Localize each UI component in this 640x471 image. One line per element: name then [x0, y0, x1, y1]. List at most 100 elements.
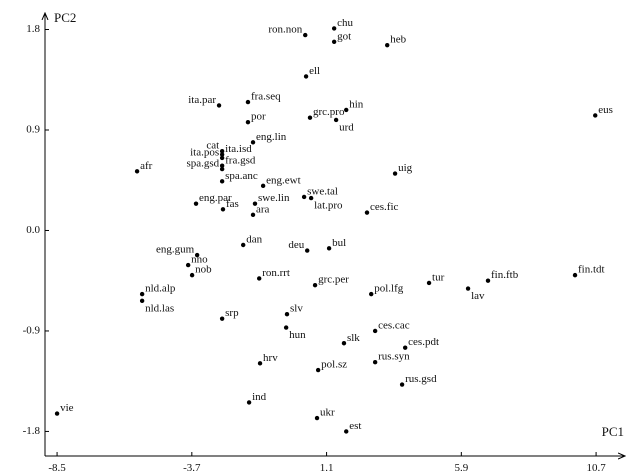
- point-label: ron.rrt: [262, 267, 290, 279]
- point: [185, 262, 191, 268]
- point: [193, 201, 199, 206]
- point: [219, 166, 225, 172]
- point: [312, 282, 318, 288]
- point: [303, 32, 308, 38]
- point: [250, 140, 256, 145]
- point-label: swe.lin: [258, 192, 290, 204]
- y-tick-label: 0.0: [26, 224, 40, 236]
- point-label: hin: [349, 98, 364, 110]
- point: [139, 298, 145, 304]
- point-label: ita.pos: [190, 146, 219, 158]
- point-label: bul: [332, 237, 346, 249]
- point-label: lat.pro: [314, 200, 343, 212]
- point-label: vie: [60, 402, 74, 414]
- point-label: lav: [471, 290, 485, 302]
- x-tick-label: 1.1: [320, 462, 334, 471]
- point-label: nld.las: [145, 302, 174, 314]
- point-label: ell: [309, 65, 320, 77]
- point: [399, 382, 405, 387]
- x-axis-label: PC1: [602, 424, 624, 439]
- point-label: srp: [225, 307, 239, 319]
- point: [465, 286, 471, 291]
- point-label: swe.tal: [307, 186, 338, 198]
- point-label: pol.lfg: [374, 283, 404, 295]
- point-label: got: [337, 30, 351, 42]
- point: [219, 155, 225, 161]
- point-label: ron.non: [268, 24, 302, 36]
- point-label: tur: [432, 271, 445, 283]
- point: [485, 278, 491, 283]
- point-label: ita.par: [188, 94, 216, 106]
- point: [134, 169, 140, 174]
- point: [303, 74, 309, 79]
- point: [392, 171, 398, 176]
- point-label: cat: [206, 140, 219, 152]
- point: [257, 276, 262, 281]
- point: [344, 429, 349, 434]
- point-label: nob: [195, 264, 212, 276]
- point: [139, 291, 145, 297]
- point-label: fra.gsd: [225, 154, 256, 166]
- point: [219, 316, 225, 321]
- x-tick-label: 5.9: [454, 462, 468, 471]
- point-label: ara: [256, 203, 270, 215]
- point: [257, 361, 263, 366]
- point-label: ukr: [320, 407, 335, 419]
- point: [283, 325, 289, 330]
- point: [314, 415, 320, 421]
- point: [216, 103, 222, 108]
- point: [307, 115, 313, 120]
- point-label: eng.lin: [256, 131, 287, 143]
- point: [315, 367, 321, 373]
- point-label: urd: [339, 121, 354, 133]
- point: [284, 312, 290, 317]
- point-label: ind: [252, 391, 267, 403]
- point: [250, 212, 256, 218]
- point: [219, 163, 225, 168]
- point-label: ita.isd: [225, 143, 252, 155]
- point-label: fra.seq: [251, 91, 281, 103]
- point: [385, 42, 390, 48]
- point: [246, 400, 252, 405]
- point-label: spa.anc: [225, 170, 258, 182]
- y-tick-label: -1.8: [23, 425, 41, 437]
- point: [364, 210, 370, 215]
- point-label: nld.alp: [145, 283, 176, 295]
- point: [326, 246, 332, 251]
- point: [219, 179, 225, 184]
- point: [341, 341, 347, 346]
- point: [402, 345, 408, 350]
- point-label: eng.ewt: [266, 174, 301, 186]
- point-label: deu: [288, 239, 304, 251]
- point-label: eng.gum: [156, 244, 195, 256]
- point: [219, 149, 225, 154]
- point-label: hrv: [263, 352, 278, 364]
- point: [369, 291, 374, 297]
- point-label: por: [251, 111, 266, 123]
- point-label: rus.syn: [378, 351, 410, 363]
- x-tick-label: -8.5: [48, 462, 66, 471]
- point: [333, 117, 339, 123]
- point-label: ces.pdt: [408, 336, 439, 348]
- point-label: fas: [226, 198, 239, 210]
- x-tick-label: -3.7: [183, 462, 201, 471]
- y-tick-label: 1.8: [26, 23, 40, 35]
- x-tick-label: 10.7: [586, 462, 606, 471]
- point: [308, 195, 314, 201]
- point: [572, 272, 578, 278]
- point-label: grc.per: [318, 274, 349, 286]
- point-label: eng.par: [199, 192, 232, 204]
- point-label: ces.cac: [378, 319, 410, 331]
- point: [240, 242, 246, 248]
- point: [301, 194, 307, 200]
- point-label: eus: [598, 104, 613, 116]
- point-label: afr: [140, 160, 153, 172]
- point-label: fin.tdt: [578, 264, 605, 276]
- point: [219, 152, 225, 157]
- y-tick-label: -0.9: [23, 324, 41, 336]
- point: [245, 119, 251, 125]
- point: [372, 360, 378, 365]
- point: [426, 280, 432, 286]
- point-label: hun: [289, 329, 306, 341]
